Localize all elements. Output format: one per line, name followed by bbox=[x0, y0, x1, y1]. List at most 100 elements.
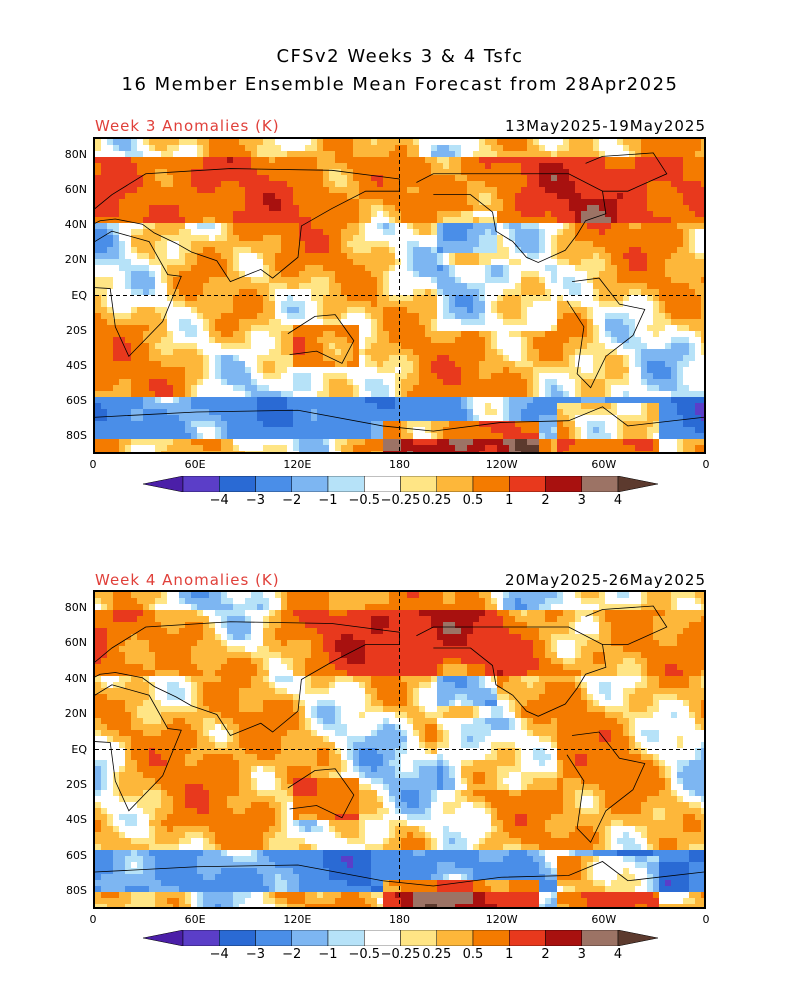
week3-dates: 13May2025-19May2025 bbox=[505, 117, 706, 135]
week3-lat-label: EQ bbox=[71, 288, 87, 302]
coastline-4 bbox=[566, 731, 646, 843]
week4-colorbar-box bbox=[255, 929, 292, 947]
week4-lat-label: 40S bbox=[66, 813, 87, 827]
week4-colorbar bbox=[142, 929, 659, 947]
week4-lon-label: 120W bbox=[485, 913, 518, 926]
week3-lat-label: 20N bbox=[64, 253, 87, 267]
week3-lon-label: 0 bbox=[702, 458, 710, 471]
week3-colorbar-box bbox=[255, 475, 292, 493]
week4-colorbar-box bbox=[581, 929, 619, 947]
week3-colorbar-tick-label: 3 bbox=[577, 493, 586, 508]
week4-colorbar-box bbox=[327, 929, 365, 947]
week4-lat-label: 80N bbox=[64, 600, 87, 614]
week3-lon-label: 180 bbox=[389, 458, 410, 471]
week4-colorbar-box bbox=[472, 929, 510, 947]
coastline-3 bbox=[416, 173, 607, 263]
week4-colorbar-box bbox=[182, 929, 220, 947]
week4-lon-label: 0 bbox=[89, 913, 97, 926]
week3-colorbar-tick-label: −4 bbox=[209, 493, 229, 508]
week3-lat-label: 60N bbox=[64, 182, 87, 196]
week3-colorbar-box bbox=[182, 475, 220, 493]
coastline-6 bbox=[95, 406, 704, 432]
week3-colorbar-box bbox=[219, 475, 256, 493]
week3-lat-label: 80S bbox=[66, 429, 87, 443]
week3-lat-label: 20S bbox=[66, 323, 87, 337]
week4-dates: 20May2025-26May2025 bbox=[505, 571, 706, 589]
week3-colorbar-tick-label: 1 bbox=[505, 493, 514, 508]
week4-colorbar-box bbox=[219, 929, 256, 947]
week4-lat-label: EQ bbox=[71, 742, 87, 756]
coastline-4 bbox=[566, 277, 646, 389]
week3-lat-label: 40S bbox=[66, 358, 87, 372]
coastline-0 bbox=[95, 684, 182, 812]
week4-colorbar-tick-label: −0.5 bbox=[348, 947, 381, 962]
coastline-1 bbox=[95, 621, 400, 736]
week4-colorbar-box bbox=[509, 929, 546, 947]
coastline-5 bbox=[585, 152, 668, 192]
coastline-0 bbox=[95, 230, 182, 358]
week3-colorbar-box bbox=[436, 475, 474, 493]
coastline-2 bbox=[287, 768, 355, 819]
week4-lat-label: 20N bbox=[64, 707, 87, 721]
week3-colorbar-tick-label: −0.25 bbox=[380, 493, 421, 508]
week3-lon-label: 0 bbox=[89, 458, 97, 471]
coastline-1 bbox=[95, 168, 400, 283]
week3-lat-label: 80N bbox=[64, 147, 87, 161]
week4-colorbar-tick-label: −3 bbox=[245, 947, 266, 962]
week4-colorbar-box bbox=[291, 929, 329, 947]
week3-lon-label: 60W bbox=[591, 458, 617, 471]
week3-lat-label: 60S bbox=[66, 394, 87, 408]
week4-lat-label: 80S bbox=[66, 884, 87, 898]
week4-map bbox=[93, 590, 706, 909]
week4-colorbar-tick-label: −0.25 bbox=[380, 947, 421, 962]
week4-lat-label: 60S bbox=[66, 848, 87, 862]
week4-lat-label: 40N bbox=[64, 671, 87, 685]
week3-colorbar-box bbox=[291, 475, 329, 493]
week4-lon-label: 60E bbox=[184, 913, 206, 926]
week3-colorbar-box bbox=[581, 475, 619, 493]
week3-lon-label: 60E bbox=[184, 458, 206, 471]
week4-colorbar-box bbox=[400, 929, 437, 947]
coastline-2 bbox=[287, 314, 355, 364]
title-line-1: CFSv2 Weeks 3 & 4 Tsfc bbox=[276, 46, 524, 67]
week4-colorbar-min-arrow bbox=[142, 929, 184, 947]
week3-map bbox=[93, 137, 706, 454]
week4-colorbar-box bbox=[364, 929, 401, 947]
week3-lat-label: 40N bbox=[64, 218, 87, 232]
week3-colorbar-box bbox=[509, 475, 546, 493]
week3-colorbar-box bbox=[327, 475, 365, 493]
week4-lon-label: 0 bbox=[702, 913, 710, 926]
week4-colorbar-tick-label: 2 bbox=[541, 947, 550, 962]
week3-lon-label: 120E bbox=[283, 458, 312, 471]
coastline-5 bbox=[585, 605, 668, 645]
week3-colorbar-box bbox=[472, 475, 510, 493]
week3-colorbar bbox=[142, 475, 659, 493]
week3-colorbar-tick-label: −0.5 bbox=[348, 493, 381, 508]
week3-colorbar-tick-label: −3 bbox=[245, 493, 266, 508]
week3-colorbar-tick-label: 4 bbox=[613, 493, 623, 508]
week4-lat-label: 60N bbox=[64, 636, 87, 650]
week4-colorbar-tick-label: −2 bbox=[282, 947, 302, 962]
week4-colorbar-box bbox=[545, 929, 582, 947]
week4-colorbar-max-arrow bbox=[617, 929, 659, 947]
week3-colorbar-box bbox=[400, 475, 437, 493]
week4-colorbar-tick-label: 3 bbox=[577, 947, 586, 962]
coastline-6 bbox=[95, 861, 704, 887]
week3-colorbar-tick-label: −1 bbox=[318, 493, 338, 508]
week4-lon-label: 120E bbox=[283, 913, 312, 926]
week4-colorbar-tick-label: 0.5 bbox=[462, 947, 484, 962]
week3-colorbar-box bbox=[545, 475, 582, 493]
week4-label: Week 4 Anomalies (K) bbox=[95, 571, 280, 589]
week4-colorbar-tick-label: −4 bbox=[209, 947, 229, 962]
week3-colorbar-tick-label: 0.25 bbox=[422, 493, 452, 508]
coastline-3 bbox=[416, 626, 607, 717]
week4-colorbar-tick-label: −1 bbox=[318, 947, 338, 962]
week3-label: Week 3 Anomalies (K) bbox=[95, 117, 280, 135]
week4-colorbar-box bbox=[436, 929, 474, 947]
week4-lon-label: 180 bbox=[389, 913, 410, 926]
week3-colorbar-tick-label: 2 bbox=[541, 493, 550, 508]
week3-lon-label: 120W bbox=[485, 458, 518, 471]
week3-colorbar-tick-label: −2 bbox=[282, 493, 302, 508]
week3-colorbar-max-arrow bbox=[617, 475, 659, 493]
week3-colorbar-tick-label: 0.5 bbox=[462, 493, 484, 508]
